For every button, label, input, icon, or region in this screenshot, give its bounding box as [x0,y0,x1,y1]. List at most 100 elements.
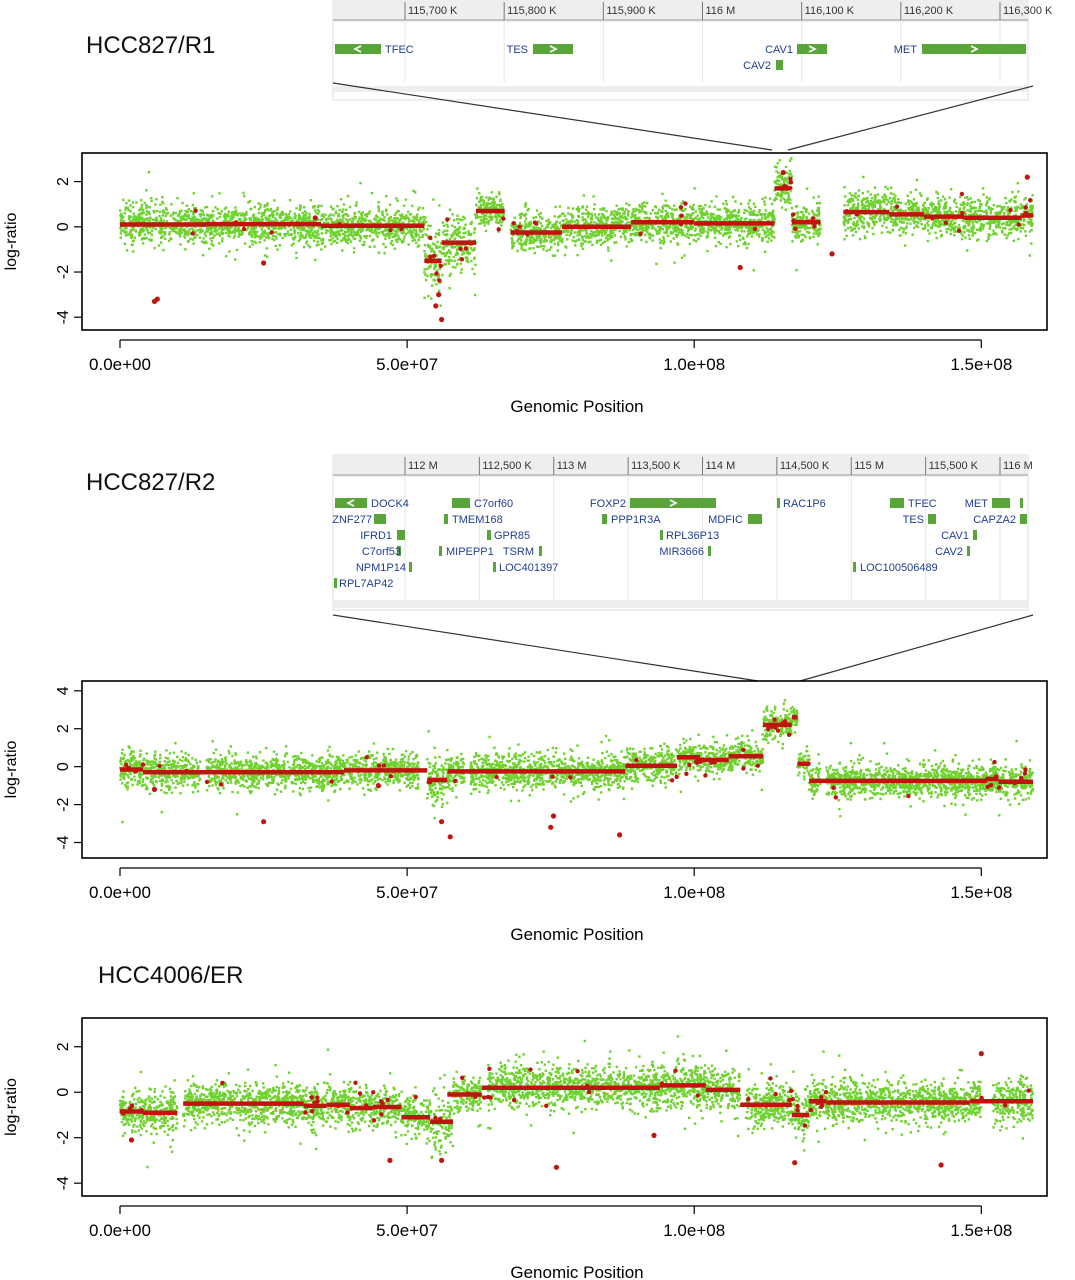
probe-point [351,217,354,220]
probe-point [732,214,736,218]
probe-point [917,210,920,213]
probe-point [948,225,951,228]
probe-point [236,214,239,217]
probe-point [417,220,421,224]
probe-point [455,244,458,247]
probe-point [887,201,890,204]
probe-point [456,262,459,266]
probe-point [329,235,332,238]
probe-point [928,232,931,235]
probe-point [361,229,364,232]
probe-point [1020,213,1023,216]
probe-point [502,212,505,215]
probe-point [215,229,219,232]
probe-point [759,213,762,216]
probe-point [794,235,797,238]
probe-point [581,247,585,250]
probe-point [171,213,175,216]
probe-point [873,199,876,202]
probe-point [329,232,332,235]
probe-point [941,219,944,222]
probe-point [226,219,229,223]
probe-point [700,210,704,213]
probe-point [233,211,236,214]
probe-point [523,242,526,246]
probe-point [1014,213,1018,217]
probe-point [143,201,146,204]
probe-point [796,215,799,218]
probe-point [698,208,701,211]
probe-point [796,212,799,215]
probe-point [683,254,686,257]
probe-point [591,231,594,234]
probe-point [520,244,523,247]
probe-point [242,191,245,195]
probe-point [706,232,710,235]
probe-point [418,236,421,239]
probe-point [345,208,348,211]
probe-point [788,159,792,162]
probe-point [243,194,246,198]
probe-point [819,227,822,230]
probe-point [973,220,977,223]
probe-point [713,229,716,232]
probe-point [953,198,957,201]
probe-point [565,218,568,221]
probe-point [634,210,637,213]
probe-point [909,218,912,221]
probe-point [320,242,324,245]
probe-point [218,215,222,219]
probe-point [339,219,343,222]
probe-point [191,203,195,207]
probe-point [1014,200,1017,204]
probe-point [979,213,982,217]
probe-point [315,231,319,234]
probe-point [421,221,425,224]
probe-point [843,238,846,241]
probe-point [960,232,963,235]
probe-point [1005,209,1008,212]
probe-point [844,229,847,232]
probe-point [813,229,816,232]
probe-point [964,236,967,239]
probe-point [678,230,681,233]
probe-point [971,221,974,224]
probe-point [342,220,345,224]
probe-point [251,226,254,229]
probe-point [266,202,269,205]
probe-point [206,230,209,233]
probe-point [453,226,457,229]
probe-point [210,227,214,230]
ruler-label: 115,900 K [606,5,656,17]
probe-point [227,234,230,237]
probe-point [869,213,872,216]
probe-point [316,236,319,239]
probe-point [1028,218,1032,221]
probe-point [163,233,166,236]
probe-point [160,219,163,222]
strand-arrow-icon [808,45,817,53]
probe-point [798,218,801,222]
probe-point [805,187,809,190]
probe-point [142,242,145,245]
probe-point [805,226,808,229]
probe-point [125,249,129,252]
probe-point [437,275,441,278]
probe-point [915,220,918,224]
probe-point [1000,208,1003,211]
probe-point [755,226,758,229]
probe-point [930,211,933,214]
probe-point [460,268,463,271]
probe-point [686,229,690,233]
probe-point [563,214,567,218]
probe-point [212,214,215,217]
probe-point [304,229,308,232]
probe-point [619,207,622,210]
probe-point [869,193,872,196]
probe-point [161,214,165,217]
probe-point [260,233,263,236]
probe-point [616,211,619,214]
probe-point [514,223,517,227]
probe-point [240,214,243,217]
probe-point [193,207,196,210]
